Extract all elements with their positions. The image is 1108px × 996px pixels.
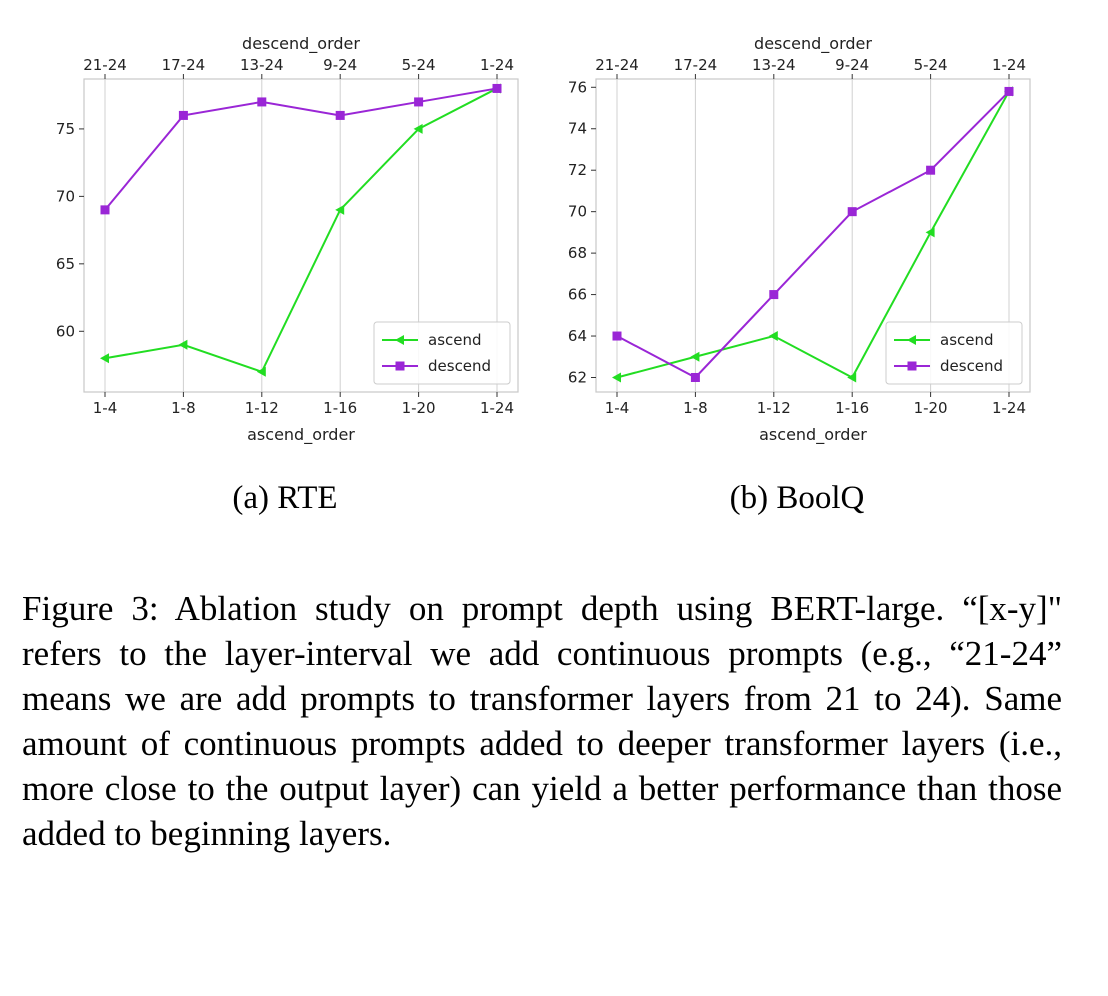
chart-panel-boolq: 1-4 1-8 1-12 1-16 1-20 1-24 21-24 17-24 13-24 9-2… bbox=[568, 34, 1031, 516]
data-point-descend bbox=[926, 165, 936, 175]
x-tick-label: 1-24 bbox=[480, 399, 514, 417]
x-tick-label: 1-8 bbox=[171, 399, 196, 417]
y-tick-label: 64 bbox=[568, 327, 587, 345]
x2-tick-label: 13-24 bbox=[240, 56, 284, 74]
x2-tick-label: 5-24 bbox=[402, 56, 436, 74]
plot-frame bbox=[83, 78, 519, 393]
legend-marker-ascend bbox=[395, 335, 404, 345]
data-point-descend bbox=[492, 83, 502, 93]
x2-tick-label: 1-24 bbox=[480, 56, 514, 74]
legend-marker-descend bbox=[907, 361, 917, 371]
legend-marker-ascend bbox=[907, 335, 916, 345]
data-point-ascend bbox=[925, 227, 935, 238]
y-tick-label: 76 bbox=[568, 78, 587, 96]
x-tick-label: 1-16 bbox=[835, 399, 869, 417]
legend-box bbox=[373, 321, 511, 385]
data-point-descend bbox=[414, 97, 424, 107]
x-tick-label: 1-4 bbox=[605, 399, 630, 417]
x-axis-label: ascend_order bbox=[247, 425, 355, 445]
x-tick-label: 1-12 bbox=[245, 399, 279, 417]
y-tick-label: 70 bbox=[56, 187, 75, 205]
data-point-descend bbox=[847, 207, 857, 217]
data-point-ascend bbox=[335, 204, 345, 215]
x2-tick-label: 9-24 bbox=[835, 56, 869, 74]
legend-marker-descend bbox=[395, 361, 405, 371]
legend-label-descend: descend bbox=[428, 357, 491, 375]
x2-axis-label: descend_order bbox=[754, 34, 872, 54]
y-tick-label: 68 bbox=[568, 244, 587, 262]
x2-tick-label: 17-24 bbox=[674, 56, 718, 74]
chart-panel-rte: 1-4 1-8 1-12 1-16 1-20 1-24 21-24 17-24 13-24 9-2… bbox=[56, 34, 519, 516]
data-point-descend bbox=[257, 97, 267, 107]
data-point-ascend bbox=[612, 372, 621, 383]
y-tick-label: 66 bbox=[568, 286, 587, 304]
x2-tick-label: 21-24 bbox=[83, 56, 127, 74]
y-tick-label: 74 bbox=[568, 120, 587, 138]
y-tick-label: 72 bbox=[568, 161, 587, 179]
x2-tick-label: 13-24 bbox=[752, 56, 796, 74]
data-point-descend bbox=[1004, 86, 1014, 96]
y-tick-label: 70 bbox=[568, 203, 587, 221]
legend-box bbox=[885, 321, 1023, 385]
y-tick-label: 75 bbox=[56, 120, 75, 138]
series-line-ascend bbox=[104, 87, 498, 373]
x-tick-label: 1-12 bbox=[757, 399, 791, 417]
y-tick-label: 65 bbox=[56, 255, 75, 273]
x2-tick-label: 17-24 bbox=[162, 56, 206, 74]
x2-tick-label: 21-24 bbox=[595, 56, 639, 74]
legend-label-ascend: ascend bbox=[428, 331, 482, 349]
x2-tick-label: 9-24 bbox=[323, 56, 357, 74]
data-point-descend bbox=[690, 372, 700, 382]
x2-tick-label: 5-24 bbox=[914, 56, 948, 74]
series-line-descend bbox=[616, 90, 1010, 379]
x-tick-label: 1-20 bbox=[402, 399, 436, 417]
subfigure-caption: (b) BoolQ bbox=[730, 480, 865, 516]
figure-caption: Figure 3: Ablation study on prompt depth… bbox=[22, 589, 1062, 853]
x-tick-label: 1-24 bbox=[992, 399, 1026, 417]
series-line-ascend bbox=[616, 90, 1010, 379]
x-axis-label: ascend_order bbox=[759, 425, 867, 445]
y-tick-label: 60 bbox=[56, 322, 75, 340]
data-point-ascend bbox=[256, 366, 266, 377]
subfigure-caption: (a) RTE bbox=[232, 480, 337, 516]
x2-axis-label: descend_order bbox=[242, 34, 360, 54]
data-point-ascend bbox=[178, 339, 188, 350]
series-line-descend bbox=[104, 87, 498, 211]
x2-tick-label: 1-24 bbox=[992, 56, 1026, 74]
data-point-descend bbox=[612, 331, 622, 341]
legend-label-ascend: ascend bbox=[940, 331, 994, 349]
x-tick-label: 1-4 bbox=[93, 399, 118, 417]
data-point-ascend bbox=[100, 353, 109, 364]
data-point-descend bbox=[769, 290, 779, 300]
y-tick-label: 62 bbox=[568, 368, 587, 386]
data-point-ascend bbox=[768, 331, 778, 342]
data-point-ascend bbox=[413, 123, 423, 134]
x-tick-label: 1-20 bbox=[914, 399, 948, 417]
legend-label-descend: descend bbox=[940, 357, 1003, 375]
x-tick-label: 1-16 bbox=[323, 399, 357, 417]
x-tick-label: 1-8 bbox=[683, 399, 708, 417]
data-point-descend bbox=[178, 110, 188, 120]
data-point-descend bbox=[100, 205, 110, 215]
data-point-descend bbox=[335, 110, 345, 120]
data-point-ascend bbox=[847, 372, 857, 383]
data-point-ascend bbox=[690, 351, 700, 362]
plot-frame bbox=[595, 78, 1031, 393]
